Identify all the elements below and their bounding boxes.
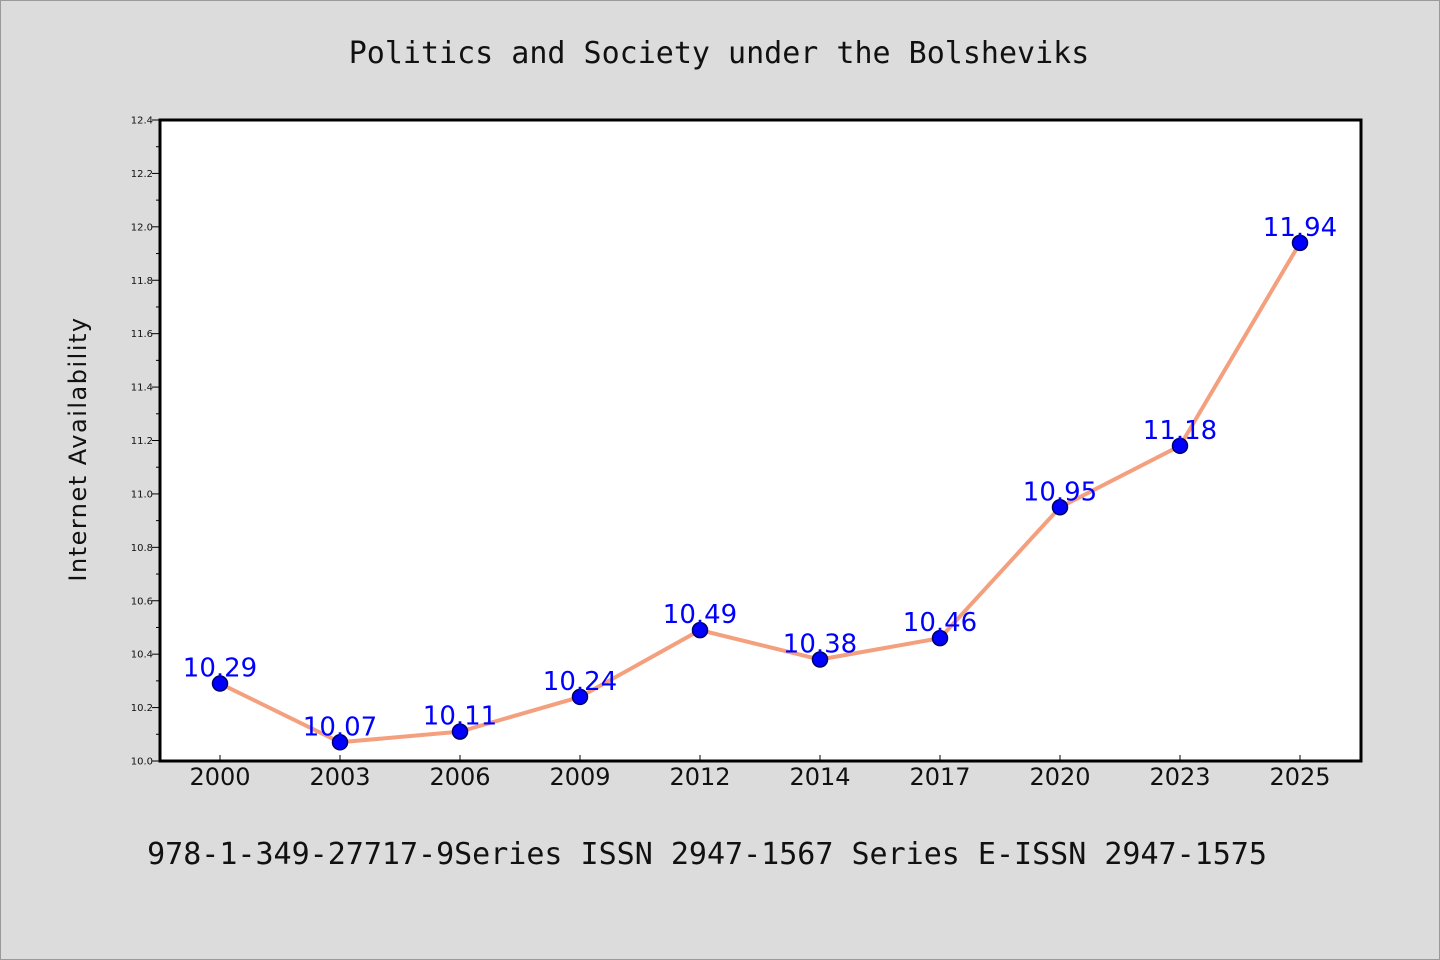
y-tick-label: 11.2 (131, 436, 153, 447)
x-tick-label: 2020 (1029, 763, 1090, 791)
data-label: 10.95 (1023, 477, 1097, 507)
y-tick-label: 11.0 (131, 489, 153, 500)
y-tick-label: 11.4 (131, 383, 153, 394)
data-point-marker (451, 723, 469, 740)
y-tick-label: 10.0 (131, 757, 153, 768)
x-tick-label: 2017 (909, 763, 970, 791)
series-layer: 10.29 10.07 10.11 10.24 10.49 10.38 10.46 10.95… (183, 213, 1337, 751)
data-label: 10.38 (783, 630, 857, 660)
data-label: 11.94 (1263, 213, 1337, 243)
y-tick-label: 10.6 (131, 596, 153, 607)
x-tick-label: 2012 (669, 763, 730, 791)
plot-area (158, 118, 1363, 763)
data-point-marker (571, 688, 589, 706)
data-label: 11.18 (1143, 416, 1217, 446)
y-tick-label: 12.4 (131, 116, 153, 127)
data-point-marker (931, 629, 949, 647)
y-tick-label: 12.2 (131, 169, 153, 180)
y-tick-label: 10.2 (131, 703, 153, 714)
data-point-marker (1171, 437, 1189, 455)
y-tick-label: 12.0 (131, 222, 153, 233)
x-tick-label: 2025 (1269, 763, 1330, 791)
y-axis-label: Internet Availability (64, 316, 92, 581)
data-label: 10.11 (423, 702, 497, 732)
y-tick-label: 10.4 (131, 650, 153, 661)
data-label: 10.24 (543, 667, 617, 697)
data-point-marker (811, 651, 829, 668)
series-line (218, 240, 1302, 745)
y-axis-ticks: 10.0 10.2 10.4 10.6 10.8 11.0 11.2 11.4 11.6 11.8… (131, 116, 160, 768)
chart-title: Politics and Society under the Bolshevik… (349, 36, 1090, 71)
x-axis-ticks: 2000 2003 2006 2009 2012 2014 2017 2020 2023 2025 (189, 755, 1331, 791)
x-tick-label: 2014 (789, 763, 850, 791)
y-tick-label: 11.8 (131, 276, 153, 287)
data-label: 10.49 (663, 600, 737, 630)
data-label: 10.29 (183, 654, 257, 684)
data-label: 10.07 (303, 712, 377, 742)
x-tick-label: 2000 (189, 763, 250, 791)
data-point-marker (1051, 499, 1069, 516)
isbn-issn-footer: 978-1-349-27717-9Series ISSN 2947-1567 S… (147, 837, 1267, 872)
data-point-marker (331, 734, 349, 751)
x-tick-label: 2009 (549, 763, 610, 791)
y-tick-label: 11.6 (131, 329, 153, 340)
y-tick-label: 10.8 (131, 543, 153, 554)
data-point-marker (1291, 234, 1309, 252)
data-point-marker (691, 621, 709, 639)
x-tick-label: 2006 (429, 763, 490, 791)
x-tick-label: 2003 (309, 763, 370, 791)
x-tick-label: 2023 (1149, 763, 1210, 791)
data-point-marker (211, 675, 229, 692)
data-label: 10.46 (903, 608, 977, 638)
